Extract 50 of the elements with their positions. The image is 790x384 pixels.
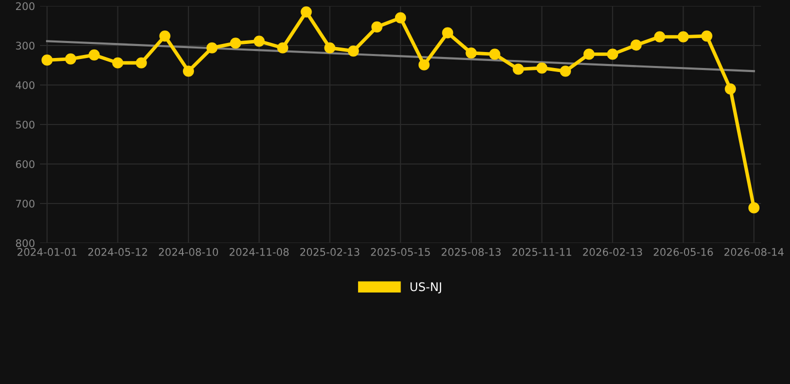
point bbox=[254, 36, 265, 47]
y-tick-label: 400 bbox=[16, 81, 34, 90]
point bbox=[371, 21, 382, 32]
point bbox=[607, 48, 618, 60]
point bbox=[136, 57, 147, 68]
point bbox=[277, 42, 288, 54]
point bbox=[630, 40, 642, 51]
point bbox=[182, 66, 194, 77]
x-tick-label: 2025-08-13 bbox=[442, 248, 501, 256]
point bbox=[65, 53, 76, 64]
x-tick-label: 2024-01-01 bbox=[18, 248, 76, 256]
point bbox=[230, 38, 242, 49]
x-tick-label: 2026-05-16 bbox=[654, 248, 713, 256]
point bbox=[748, 202, 760, 214]
legend-label: US-NJ bbox=[410, 282, 442, 294]
point bbox=[583, 48, 595, 60]
point bbox=[348, 45, 359, 57]
point bbox=[442, 27, 454, 38]
point bbox=[88, 49, 100, 61]
point bbox=[724, 83, 736, 95]
point bbox=[42, 54, 53, 66]
point bbox=[159, 30, 170, 42]
y-tick-label: 300 bbox=[16, 42, 34, 50]
x-tick-label: 2025-05-15 bbox=[370, 248, 430, 256]
point bbox=[654, 31, 666, 42]
point bbox=[560, 66, 571, 77]
point bbox=[324, 42, 336, 54]
x-tick-label: 2025-02-13 bbox=[300, 248, 360, 256]
point bbox=[112, 57, 124, 68]
point bbox=[300, 6, 312, 18]
x-tick-label: 2024-08-10 bbox=[158, 248, 218, 256]
point bbox=[206, 42, 218, 54]
point bbox=[678, 31, 689, 42]
x-tick-label: 2024-11-08 bbox=[230, 248, 289, 256]
point bbox=[394, 12, 406, 24]
point bbox=[512, 64, 524, 75]
y-tick-label: 800 bbox=[16, 239, 34, 248]
point bbox=[466, 47, 477, 59]
x-tick-label: 2025-11-11 bbox=[512, 248, 572, 256]
point bbox=[418, 59, 430, 70]
point bbox=[536, 62, 548, 74]
point bbox=[701, 30, 712, 42]
x-tick-label: 2024-05-12 bbox=[88, 248, 147, 256]
y-tick-label: 200 bbox=[16, 2, 34, 10]
x-tick-label: 2026-08-14 bbox=[724, 248, 784, 256]
y-tick-label: 700 bbox=[16, 200, 34, 208]
y-tick-label: 500 bbox=[16, 120, 34, 129]
x-tick-label: 2026-02-13 bbox=[583, 248, 642, 256]
y-tick-label: 600 bbox=[16, 160, 34, 168]
point bbox=[489, 48, 500, 60]
